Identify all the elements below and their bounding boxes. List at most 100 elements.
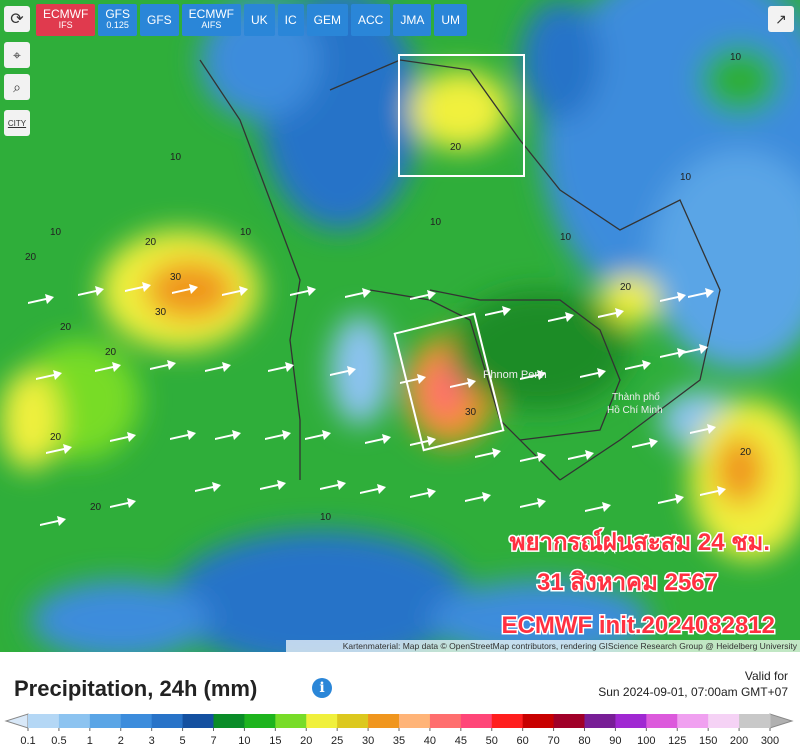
wind-arrow — [320, 480, 346, 490]
wind-arrow — [150, 360, 176, 370]
contour-label: 30 — [155, 307, 167, 318]
model-name: IC — [284, 12, 297, 27]
scale-segment — [275, 714, 307, 728]
contour-label: 10 — [320, 512, 332, 523]
scale-label: 200 — [730, 735, 748, 747]
wind-arrow — [78, 286, 104, 296]
scale-segment — [553, 714, 585, 728]
scale-label: 90 — [609, 735, 621, 747]
scale-label: 70 — [547, 735, 559, 747]
model-sub: 0.125 — [106, 20, 129, 30]
wind-arrow — [125, 282, 151, 292]
wind-arrow — [520, 498, 546, 508]
overlay-init: ECMWF init.2024082812 — [502, 612, 775, 639]
scale-label: 25 — [331, 735, 343, 747]
wind-arrow — [690, 424, 716, 434]
info-button[interactable]: i — [312, 678, 332, 698]
scale-label: 35 — [393, 735, 405, 747]
city-button[interactable]: CITY — [4, 110, 30, 136]
wind-arrow — [660, 348, 686, 358]
scale-segment — [213, 714, 245, 728]
wind-arrow — [265, 430, 291, 440]
model-name: ECMWF — [188, 7, 234, 21]
scale-label: 125 — [668, 735, 686, 747]
color-scale: 0.1 0.5 1 2 3 5 7 10 15 20 25 30 35 40 45 50 60 70 80 90 100… — [4, 713, 794, 747]
model-name: UK — [251, 12, 268, 27]
contour-label: 20 — [25, 252, 37, 263]
model-name: ECMWF — [43, 7, 89, 21]
borders — [199, 59, 721, 481]
model-button[interactable]: GEM — [306, 4, 349, 36]
wind-arrow — [195, 482, 221, 492]
scale-label: 60 — [517, 735, 529, 747]
model-button[interactable]: GFS 0.125 — [98, 4, 137, 36]
scale-label: 1 — [87, 735, 93, 747]
model-name: GEM — [313, 12, 342, 27]
model-name: GFS — [105, 7, 130, 21]
wind-arrow — [700, 486, 726, 496]
scale-segment — [120, 714, 153, 728]
contour-label: 30 — [465, 407, 477, 418]
scale-segment — [368, 714, 400, 728]
contour-label: 30 — [170, 272, 182, 283]
wind-arrow — [95, 362, 121, 372]
wind-arrow — [28, 294, 54, 304]
scale-segment — [677, 714, 709, 728]
contour-label: 20 — [105, 347, 117, 358]
wind-arrow — [465, 492, 491, 502]
model-name: ACC — [358, 12, 384, 27]
model-button[interactable]: UM — [434, 4, 468, 36]
wind-arrow — [682, 344, 708, 354]
scale-label: 5 — [180, 735, 186, 747]
scale-segment — [399, 714, 431, 728]
share-button[interactable]: ↗ — [768, 6, 794, 32]
wind-arrow — [520, 452, 546, 462]
scale-segment — [337, 714, 369, 728]
scale-label: 15 — [269, 735, 281, 747]
locate-button[interactable]: ⌖ — [4, 42, 30, 68]
wind-arrow — [632, 438, 658, 448]
zoom-button[interactable]: ⌕ — [4, 74, 30, 100]
contour-label: 10 — [170, 152, 182, 163]
model-button[interactable]: UK — [244, 4, 275, 36]
scale-label: 0.1 — [20, 735, 35, 747]
scale-label: 150 — [699, 735, 717, 747]
wind-arrow — [548, 312, 574, 322]
model-button[interactable]: IC — [277, 4, 304, 36]
legend-title: Precipitation, 24h (mm) — [14, 676, 258, 701]
model-button[interactable]: ACC — [351, 4, 391, 36]
scale-segment — [460, 714, 493, 728]
wind-arrow — [330, 366, 356, 376]
wind-arrow — [305, 430, 331, 440]
scale-segment — [646, 714, 678, 728]
contour-label: 10 — [240, 227, 252, 238]
wind-arrow — [172, 284, 198, 294]
scale-segment — [182, 714, 214, 728]
model-button[interactable]: ECMWF AIFS — [181, 4, 241, 36]
valid-label: Valid for — [744, 669, 788, 683]
model-button[interactable]: JMA — [393, 4, 432, 36]
scale-label: 10 — [238, 735, 250, 747]
wind-arrow — [365, 434, 391, 444]
contour-label: 20 — [450, 142, 462, 153]
wind-arrow — [268, 362, 294, 372]
attribution: Kartenmaterial: Map data © OpenStreetMap… — [343, 641, 798, 651]
scale-segment — [306, 714, 338, 728]
model-button[interactable]: GFS — [140, 4, 179, 36]
scale-label: 7 — [210, 735, 216, 747]
scale-segment — [58, 714, 91, 728]
place-label: Thành phố — [612, 391, 660, 403]
model-button[interactable]: ECMWF IFS — [36, 4, 96, 36]
wind-arrow — [450, 378, 476, 388]
model-name: GFS — [147, 12, 172, 27]
scale-segment — [151, 714, 184, 728]
valid-time: Valid for Sun 2024-09-01, 07:00am GMT+07 — [598, 668, 788, 700]
wind-arrows — [28, 282, 726, 526]
wind-arrow — [410, 436, 436, 446]
wind-arrow — [625, 360, 651, 370]
wind-arrow — [598, 308, 624, 318]
refresh-button[interactable]: ⟳ — [4, 6, 30, 32]
scale-segment — [615, 714, 647, 728]
map[interactable]: 10 10 10 20 20 30 30 20 20 20 10 10 20 3… — [0, 0, 800, 652]
scale-segment — [429, 714, 462, 728]
